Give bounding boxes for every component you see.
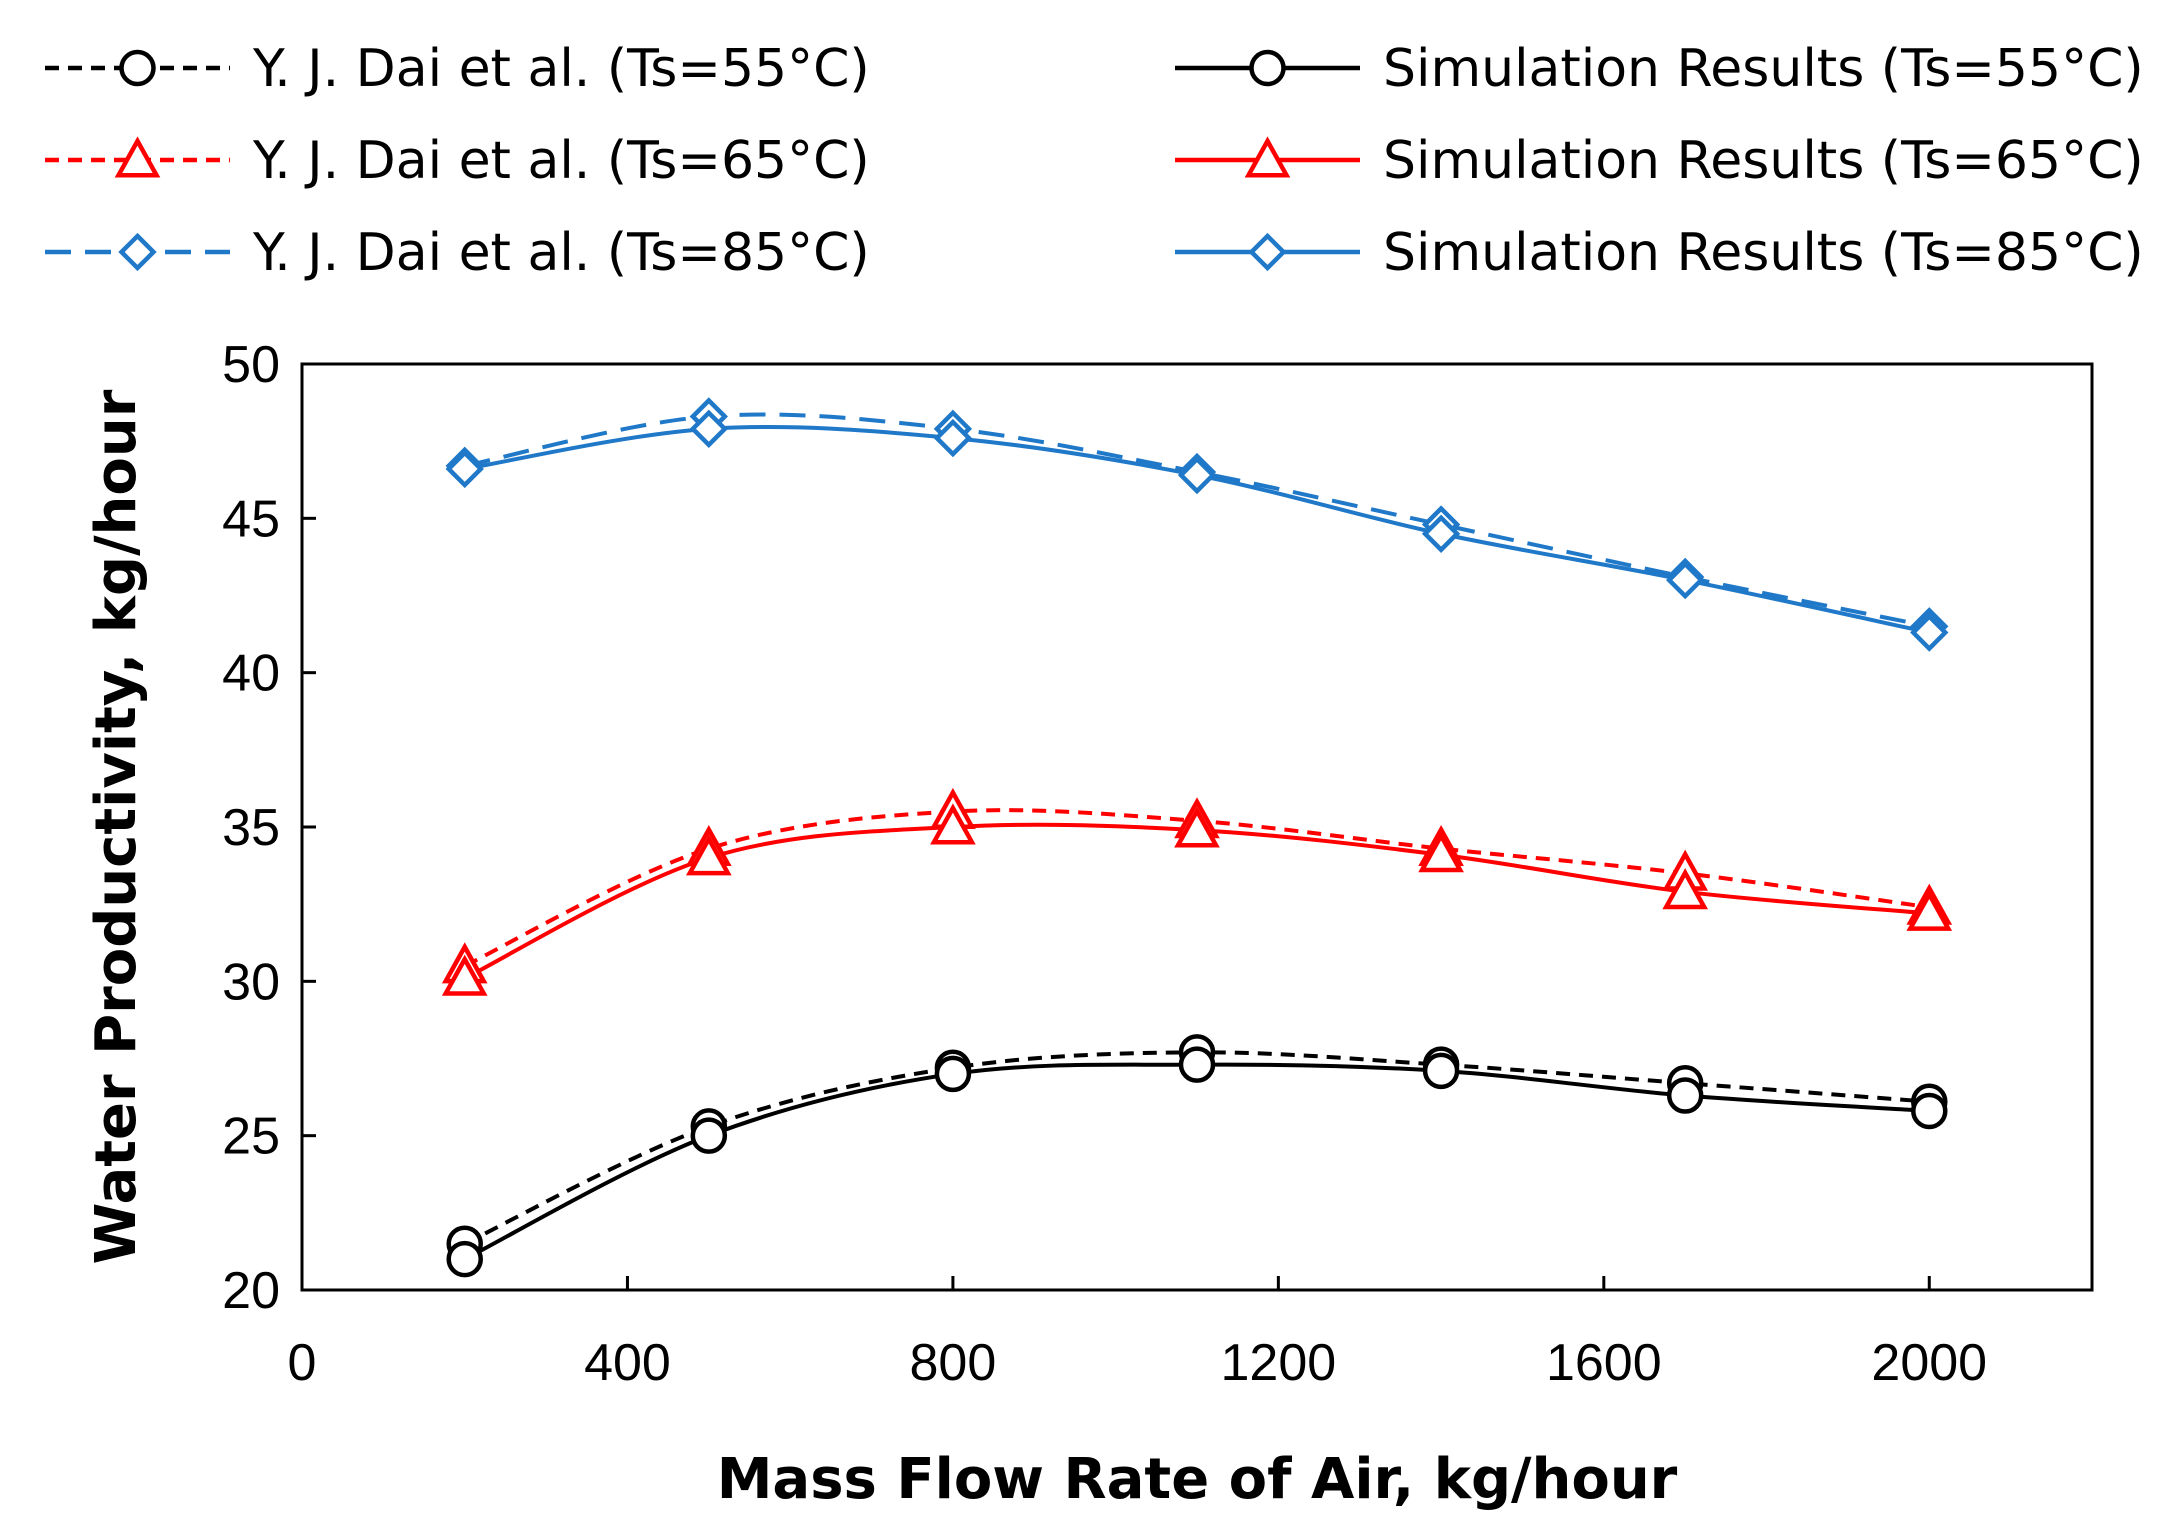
y-tick-label: 35 bbox=[222, 799, 280, 857]
series-markers-y-j-dai-et-al-ts-85-c bbox=[445, 397, 1949, 646]
series-y-j-dai-et-al-ts-85-c bbox=[464, 412, 1930, 629]
series-line bbox=[463, 822, 1930, 981]
legend-label: Simulation Results (Ts=65°C) bbox=[1383, 131, 2144, 191]
legend-item: Simulation Results (Ts=65°C) bbox=[1175, 131, 2144, 191]
data-point bbox=[446, 1240, 483, 1278]
series-markers-simulation-results-ts-55-c bbox=[446, 1046, 1948, 1278]
data-point bbox=[1665, 560, 1705, 600]
x-axis-title: Mass Flow Rate of Air, kg/hour bbox=[717, 1447, 1678, 1512]
x-tick-label: 0 bbox=[288, 1334, 317, 1392]
series-line bbox=[463, 1062, 1930, 1261]
legend-label: Y. J. Dai et al. (Ts=65°C) bbox=[252, 131, 870, 191]
data-point bbox=[1910, 613, 1949, 652]
legend-marker bbox=[119, 49, 156, 87]
legend-marker bbox=[1249, 49, 1286, 87]
legend-label: Simulation Results (Ts=85°C) bbox=[1383, 223, 2144, 283]
y-axis-title: Water Productivity, kg/hour bbox=[84, 389, 149, 1264]
legend-marker bbox=[1244, 136, 1291, 178]
data-point bbox=[689, 409, 729, 449]
y-tick-label: 25 bbox=[222, 1108, 280, 1166]
legend-marker bbox=[118, 232, 157, 272]
series-simulation-results-ts-55-c bbox=[463, 1062, 1930, 1261]
data-point bbox=[685, 834, 732, 876]
axes: 20 25 30 35 40 45 50 0 400 800 1200 1600 2000 bbox=[222, 336, 1987, 1392]
y-tick-label: 50 bbox=[222, 336, 280, 394]
legend-item: Y. J. Dai et al. (Ts=65°C) bbox=[45, 131, 870, 191]
data-point bbox=[930, 803, 976, 845]
y-tick-label: 20 bbox=[222, 1262, 280, 1320]
data-point bbox=[1911, 1092, 1948, 1130]
data-point bbox=[445, 449, 484, 489]
data-point bbox=[1418, 831, 1464, 873]
data-point bbox=[1421, 514, 1461, 553]
legend-item: Y. J. Dai et al. (Ts=85°C) bbox=[45, 223, 870, 283]
legend-item: Y. J. Dai et al. (Ts=55°C) bbox=[45, 39, 870, 99]
legend-label: Simulation Results (Ts=55°C) bbox=[1383, 39, 2144, 99]
series-markers-simulation-results-ts-65-c bbox=[441, 803, 1953, 996]
legend-marker bbox=[1248, 232, 1287, 272]
y-tick-label: 40 bbox=[222, 645, 280, 703]
legend-item: Simulation Results (Ts=85°C) bbox=[1175, 223, 2144, 283]
legend-item: Simulation Results (Ts=55°C) bbox=[1175, 39, 2144, 99]
data-point bbox=[934, 1055, 972, 1093]
x-tick-label: 800 bbox=[910, 1334, 997, 1392]
legend: Y. J. Dai et al. (Ts=55°C) Y. J. Dai et a… bbox=[45, 39, 2144, 283]
y-tick-label: 45 bbox=[222, 490, 280, 548]
legend-marker bbox=[114, 136, 161, 178]
series-layer bbox=[441, 397, 1953, 1278]
y-tick-label: 30 bbox=[222, 953, 280, 1011]
x-tick-label: 1600 bbox=[1546, 1334, 1662, 1392]
series-simulation-results-ts-65-c bbox=[463, 822, 1930, 981]
legend-label: Y. J. Dai et al. (Ts=55°C) bbox=[252, 39, 870, 99]
series-line bbox=[464, 412, 1930, 629]
data-point bbox=[1666, 1077, 1704, 1114]
data-point bbox=[690, 1117, 728, 1154]
data-point bbox=[441, 954, 488, 996]
data-point bbox=[1174, 806, 1220, 848]
x-tick-label: 400 bbox=[584, 1334, 671, 1392]
x-tick-label: 2000 bbox=[1871, 1334, 1987, 1392]
series-markers-simulation-results-ts-85-c bbox=[445, 409, 1949, 652]
data-point bbox=[1178, 1046, 1216, 1083]
data-point bbox=[1906, 889, 1953, 931]
data-point bbox=[1422, 1052, 1460, 1090]
data-point bbox=[1662, 868, 1709, 910]
data-point bbox=[933, 418, 973, 458]
data-point bbox=[1177, 455, 1217, 495]
x-tick-label: 1200 bbox=[1221, 1334, 1337, 1392]
legend-label: Y. J. Dai et al. (Ts=85°C) bbox=[252, 223, 870, 283]
